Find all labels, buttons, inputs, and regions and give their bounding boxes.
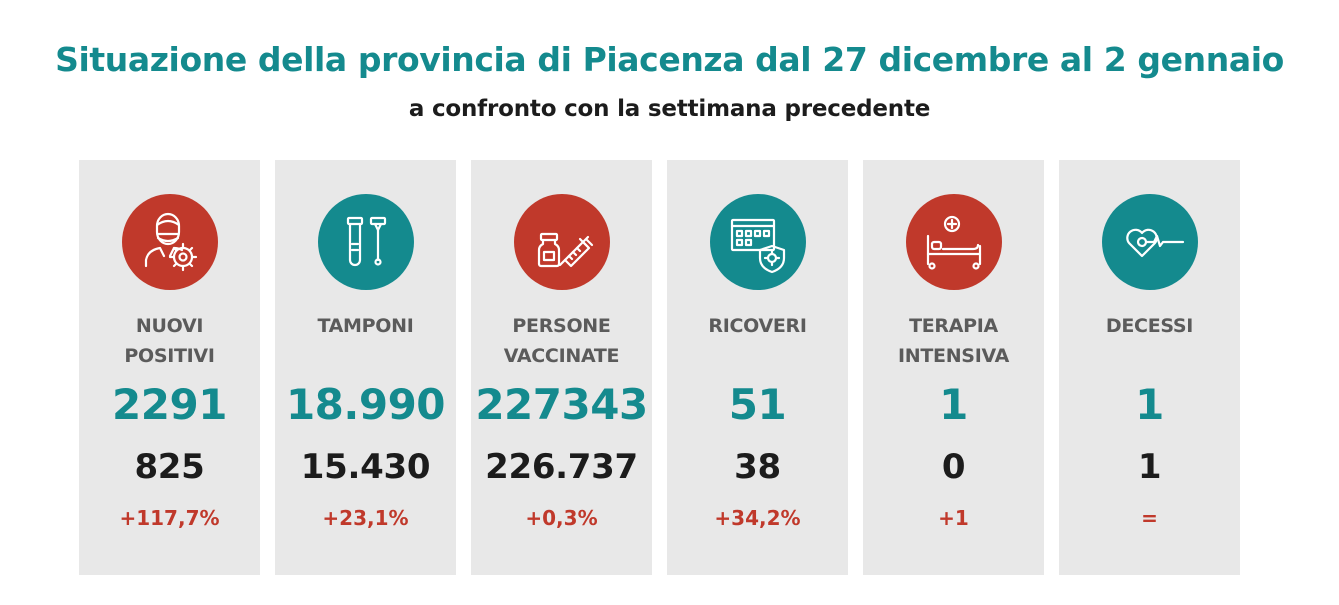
previous-week-value: 15.430 xyxy=(300,447,431,487)
card-terapia-intensiva: TERAPIA INTENSIVA 1 0 +1 xyxy=(863,160,1044,575)
card-label: NUOVI POSITIVI xyxy=(124,315,215,367)
card-label: TERAPIA INTENSIVA xyxy=(898,315,1009,367)
page-title: Situazione della provincia di Piacenza d… xyxy=(55,40,1284,79)
current-week-value: 2291 xyxy=(112,380,227,429)
hospital-shield-icon xyxy=(710,194,806,290)
previous-week-value: 38 xyxy=(734,447,781,487)
card-label: PERSONE VACCINATE xyxy=(503,315,620,367)
current-week-value: 227343 xyxy=(475,380,648,429)
hospital-bed-icon xyxy=(906,194,1002,290)
percent-change: = xyxy=(1141,506,1158,530)
vaccine-vial-syringe-icon xyxy=(514,194,610,290)
card-ricoveri: RICOVERI 51 38 +34,2% xyxy=(667,160,848,575)
percent-change: +1 xyxy=(938,506,969,530)
card-label: DECESSI xyxy=(1105,315,1194,337)
card-label: RICOVERI xyxy=(708,315,807,337)
current-week-value: 18.990 xyxy=(285,380,446,429)
card-tamponi: TAMPONI 18.990 15.430 +23,1% xyxy=(275,160,456,575)
card-decessi: DECESSI 1 1 = xyxy=(1059,160,1240,575)
masked-person-virus-icon xyxy=(122,194,218,290)
page-subtitle: a confronto con la settimana precedente xyxy=(408,96,931,122)
previous-week-value: 825 xyxy=(134,447,205,487)
card-persone-vaccinate: PERSONE VACCINATE 227343 226.737 +0,3% xyxy=(471,160,652,575)
current-week-value: 1 xyxy=(939,380,968,429)
previous-week-value: 0 xyxy=(941,447,966,487)
percent-change: +117,7% xyxy=(119,506,220,530)
test-tubes-icon xyxy=(318,194,414,290)
percent-change: +0,3% xyxy=(525,506,598,530)
current-week-value: 1 xyxy=(1135,380,1164,429)
previous-week-value: 226.737 xyxy=(485,447,638,487)
card-nuovi-positivi: NUOVI POSITIVI 2291 825 +117,7% xyxy=(79,160,260,575)
percent-change: +34,2% xyxy=(714,506,801,530)
current-week-value: 51 xyxy=(728,380,787,429)
previous-week-value: 1 xyxy=(1137,447,1162,487)
heart-flatline-icon xyxy=(1102,194,1198,290)
card-label: TAMPONI xyxy=(317,315,414,337)
percent-change: +23,1% xyxy=(322,506,409,530)
